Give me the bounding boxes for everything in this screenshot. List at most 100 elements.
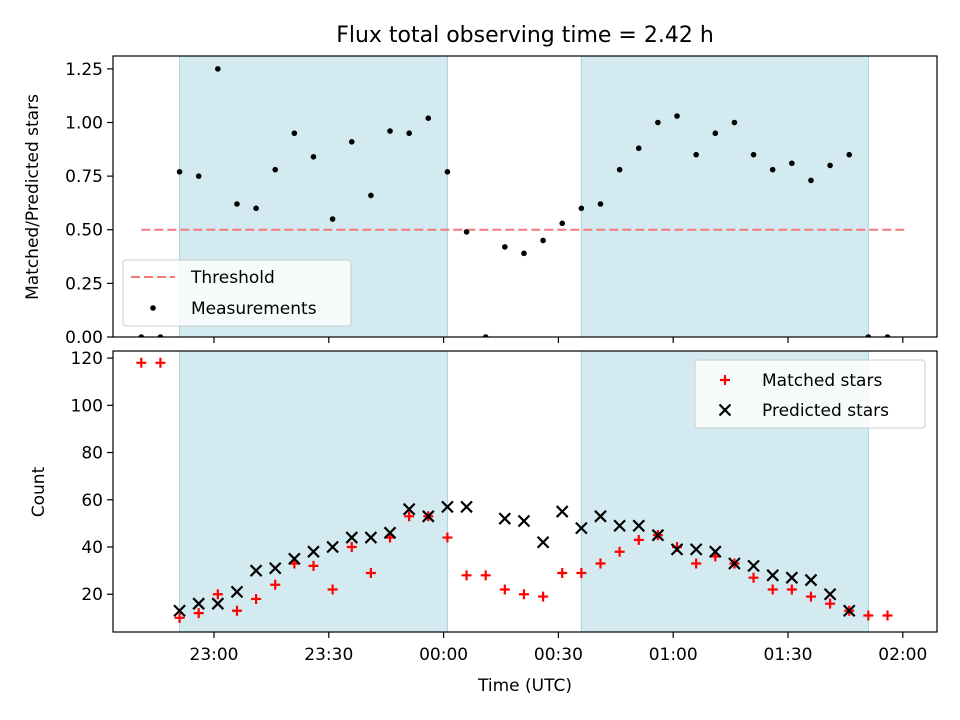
legend-label-threshold: Threshold [190, 268, 275, 288]
predicted-marker [747, 559, 760, 573]
measurement-point [578, 205, 585, 212]
matched-marker [365, 567, 376, 578]
predicted-marker [345, 531, 359, 544]
predicted-marker [364, 531, 378, 544]
predicted-marker [517, 514, 531, 528]
y-tick-label: 100 [71, 396, 103, 416]
measurement-point [789, 160, 795, 167]
measurement-point [769, 166, 776, 173]
measurement-point [157, 334, 164, 337]
y-tick-label: 0.75 [65, 167, 103, 187]
measurement-point [616, 166, 623, 173]
predicted-marker [594, 510, 607, 523]
measurement-point [731, 119, 738, 126]
predicted-marker [268, 561, 282, 575]
predicted-marker [632, 519, 646, 533]
matched-marker [882, 610, 893, 621]
matched-marker [270, 579, 281, 590]
measurement-point [540, 237, 546, 244]
matched-marker [538, 591, 549, 602]
x-tick-label: 00:00 [419, 645, 468, 665]
matched-marker [346, 541, 357, 552]
matched-marker [691, 558, 702, 569]
matched-marker [442, 532, 453, 543]
legend-label-matched: Matched stars [762, 371, 882, 391]
measurement-point [176, 169, 183, 175]
measurement-point [234, 201, 240, 207]
measurement-point [846, 151, 853, 158]
legend-label-predicted: Predicted stars [762, 401, 889, 421]
predicted-marker [441, 500, 454, 514]
y-tick-label: 120 [71, 349, 103, 369]
measurement-point [674, 113, 680, 119]
y-tick-label: 1.00 [65, 113, 103, 133]
y-tick-label: 80 [81, 444, 103, 464]
predicted-marker [402, 502, 416, 516]
matched-marker [251, 593, 262, 604]
predicted-marker [651, 528, 665, 542]
predicted-marker [842, 604, 856, 618]
measurement-point [215, 66, 221, 72]
legend-predicted-swatch [718, 403, 732, 417]
matched-marker [518, 589, 529, 600]
series-predicted-stars [173, 500, 856, 618]
y-tick-label: 0.00 [65, 328, 103, 348]
top-chart-title: Flux total observing time = 2.42 h [336, 23, 714, 48]
y-tick-label: 1.25 [65, 60, 103, 80]
measurement-point [310, 154, 317, 160]
matched-marker [499, 584, 510, 595]
matched-marker [614, 546, 625, 557]
x-tick-label: 23:30 [304, 645, 353, 665]
predicted-marker [192, 597, 205, 610]
predicted-marker [422, 510, 435, 523]
x-tick-label: 01:00 [649, 645, 698, 665]
measurement-point [138, 334, 145, 337]
bottom-plot-area: 20 40 60 80 100 120 23:00 23:30 00:00 00:30 01:00 0… [71, 349, 938, 665]
top-plot-area: 0.00 0.25 0.50 0.75 1.00 1.25 Threshold Measure… [65, 55, 938, 348]
legend-box [694, 359, 926, 429]
predicted-marker [249, 564, 263, 577]
predicted-marker [326, 540, 339, 554]
x-axis-label: Time (UTC) [477, 676, 572, 696]
measurement-point [693, 151, 699, 158]
matched-marker [805, 591, 816, 602]
measurement-point [195, 173, 202, 179]
predicted-marker [173, 604, 186, 618]
predicted-marker [383, 526, 397, 540]
matched-marker [595, 558, 606, 569]
matched-marker [557, 567, 568, 578]
legend: Matched stars Predicted stars [694, 359, 926, 429]
predicted-marker [689, 543, 703, 556]
measurement-point [884, 334, 891, 337]
measurement-point [329, 216, 336, 222]
y-tick-label: 20 [81, 585, 103, 605]
measurement-point [463, 229, 470, 235]
measurement-point [482, 334, 489, 337]
matched-marker [767, 584, 778, 595]
matched-marker [308, 560, 319, 571]
predicted-marker [211, 597, 225, 610]
matched-marker [748, 572, 759, 583]
x-tick-label: 02:00 [878, 645, 927, 665]
legend-measurement-swatch [150, 305, 156, 311]
measurement-point [635, 145, 642, 152]
measurement-point [865, 334, 872, 337]
x-tick-label: 00:30 [534, 645, 583, 665]
predicted-marker [766, 569, 779, 582]
matched-marker [155, 357, 166, 368]
legend-matched-swatch [720, 375, 730, 385]
legend: Threshold Measurements [122, 259, 352, 327]
axes-frame [112, 350, 938, 633]
legend-box [122, 259, 352, 327]
matched-marker [174, 612, 185, 623]
measurement-point [368, 192, 374, 199]
predicted-marker [460, 500, 473, 514]
measurement-point [444, 169, 451, 175]
measurement-point [655, 119, 661, 126]
matched-marker [327, 584, 338, 595]
predicted-marker [230, 585, 244, 599]
matched-marker [633, 534, 644, 545]
series-measurements [138, 66, 891, 337]
predicted-marker [709, 545, 722, 558]
measurement-point [808, 177, 814, 184]
